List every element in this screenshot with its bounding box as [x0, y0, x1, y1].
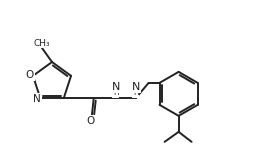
Text: H: H	[113, 88, 119, 97]
Text: H: H	[133, 88, 139, 97]
Text: CH₃: CH₃	[34, 39, 50, 48]
Text: O: O	[26, 70, 34, 80]
Text: N: N	[33, 94, 41, 104]
Text: O: O	[87, 116, 95, 126]
Text: N: N	[132, 82, 140, 92]
Text: N: N	[112, 82, 120, 92]
